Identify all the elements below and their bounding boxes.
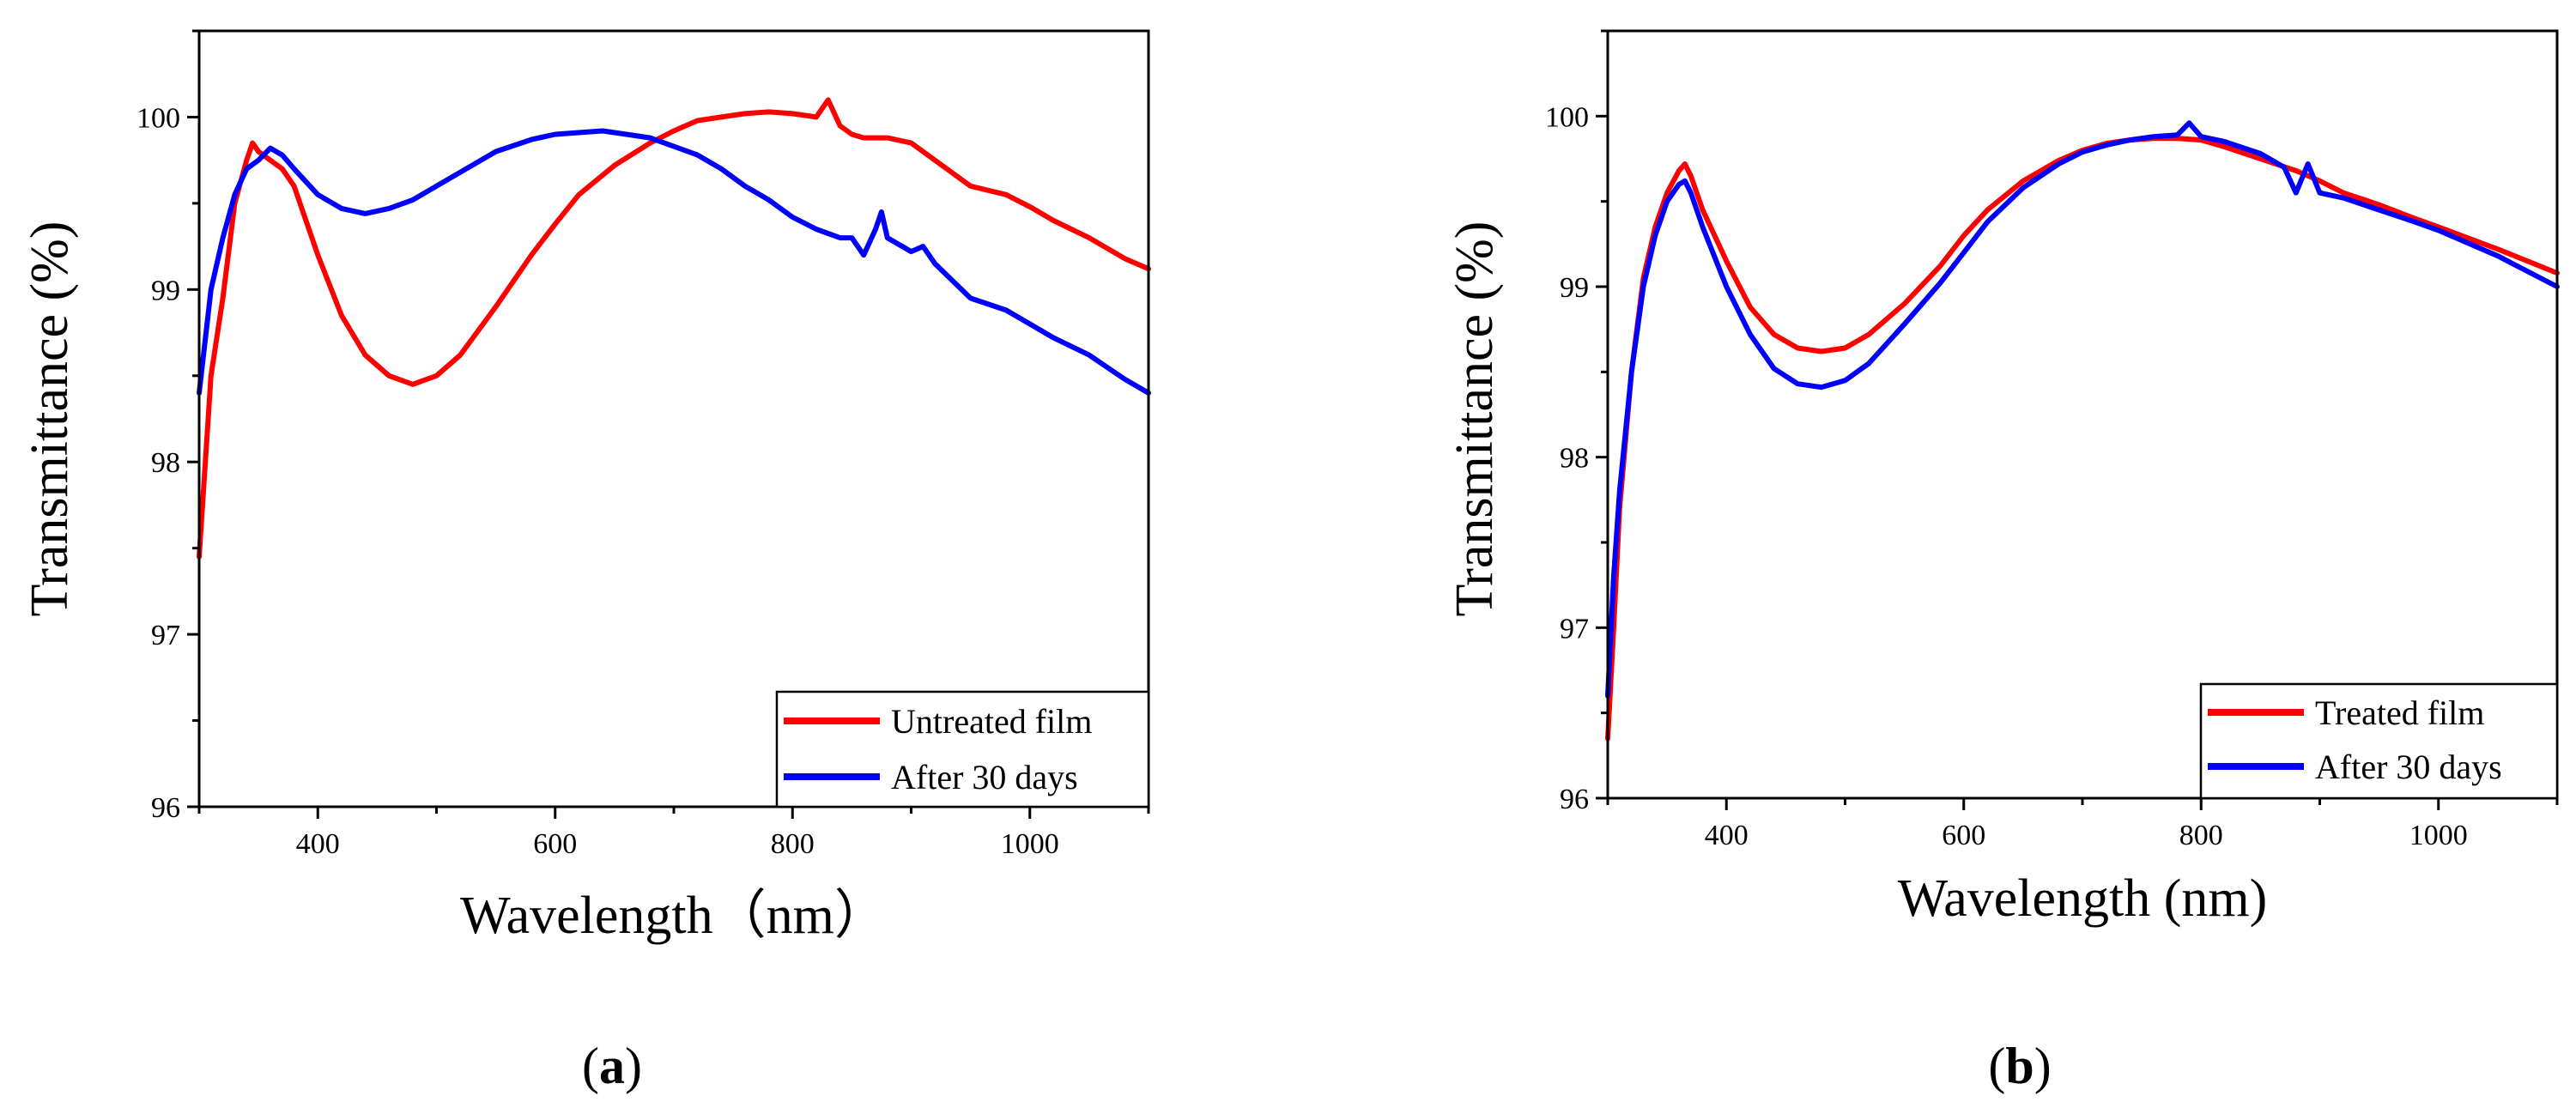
- chart-a-x-ticks: 400 600 800 1000: [197, 807, 1150, 860]
- chart-b-legend: Treated film After 30 days: [2199, 682, 2559, 800]
- chart-b-y-tick-label: 98: [1560, 443, 1589, 475]
- chart-panel-a: 400 600 800 1000 96 97 98 99 100 Wavelength（nm）…: [21, 29, 1151, 1094]
- chart-b-x-tick-label: 400: [1705, 820, 1749, 851]
- panel-label-b: (b): [1988, 1038, 2051, 1094]
- chart-a-x-tick-label: 800: [771, 828, 815, 860]
- chart-a-x-axis-title: Wavelength（nm）: [460, 887, 888, 945]
- chart-b-y-ticks: 96 97 98 99 100: [1545, 29, 1608, 815]
- chart-b-x-tick-label: 1000: [2409, 820, 2468, 851]
- chart-b-x-axis-title: Wavelength (nm): [1898, 869, 2268, 928]
- chart-a-legend: Untreated film After 30 days: [775, 690, 1150, 808]
- chart-b-series-layer: [1605, 120, 2560, 742]
- chart-b-x-tick-label: 600: [1942, 820, 1985, 851]
- chart-b-legend-box: [2199, 682, 2559, 800]
- chart-a-legend-box: [775, 690, 1150, 808]
- chart-b-y-tick-label: 100: [1545, 101, 1589, 133]
- chart-b-y-tick-label: 96: [1560, 784, 1589, 815]
- chart-b-legend-label-treated: Treated film: [2315, 693, 2484, 732]
- chart-a-y-tick-label: 98: [151, 447, 180, 479]
- chart-a-y-ticks: 96 97 98 99 100: [136, 29, 199, 824]
- chart-a-series-layer: [197, 97, 1151, 560]
- chart-b-y-axis-title: Transmittance (%): [1446, 221, 1504, 617]
- chart-a-legend-label-after-30-days: After 30 days: [891, 758, 1078, 796]
- chart-a-x-tick-label: 600: [533, 828, 577, 860]
- chart-a-series-after-30-days-line: [197, 128, 1151, 396]
- chart-b-y-tick-label: 99: [1560, 272, 1589, 304]
- chart-a-y-tick-label: 97: [151, 620, 180, 651]
- chart-a-y-tick-label: 99: [151, 275, 180, 306]
- panel-label-a: (a): [582, 1038, 642, 1094]
- chart-a-series-untreated-line: [197, 97, 1151, 560]
- chart-b-series-after-30-days-line: [1605, 120, 2560, 699]
- chart-panel-b: 400 600 800 1000 96 97 98 99 100 Wavelength (nm…: [1446, 29, 2560, 1094]
- chart-a-y-tick-label: 96: [151, 792, 180, 824]
- chart-b-series-treated-line: [1605, 136, 2560, 742]
- chart-b-x-ticks: 400 600 800 1000: [1606, 798, 2559, 851]
- chart-b-y-tick-label: 97: [1560, 613, 1589, 645]
- chart-b-legend-label-after-30-days: After 30 days: [2315, 748, 2502, 786]
- chart-a-x-tick-label: 1000: [1001, 828, 1059, 860]
- chart-a-legend-label-untreated: Untreated film: [891, 702, 1092, 741]
- chart-b-x-tick-label: 800: [2179, 820, 2223, 851]
- chart-a-y-tick-label: 100: [136, 102, 180, 134]
- chart-a-x-tick-label: 400: [296, 828, 340, 860]
- chart-a-y-axis-title: Transmittance (%): [21, 221, 79, 617]
